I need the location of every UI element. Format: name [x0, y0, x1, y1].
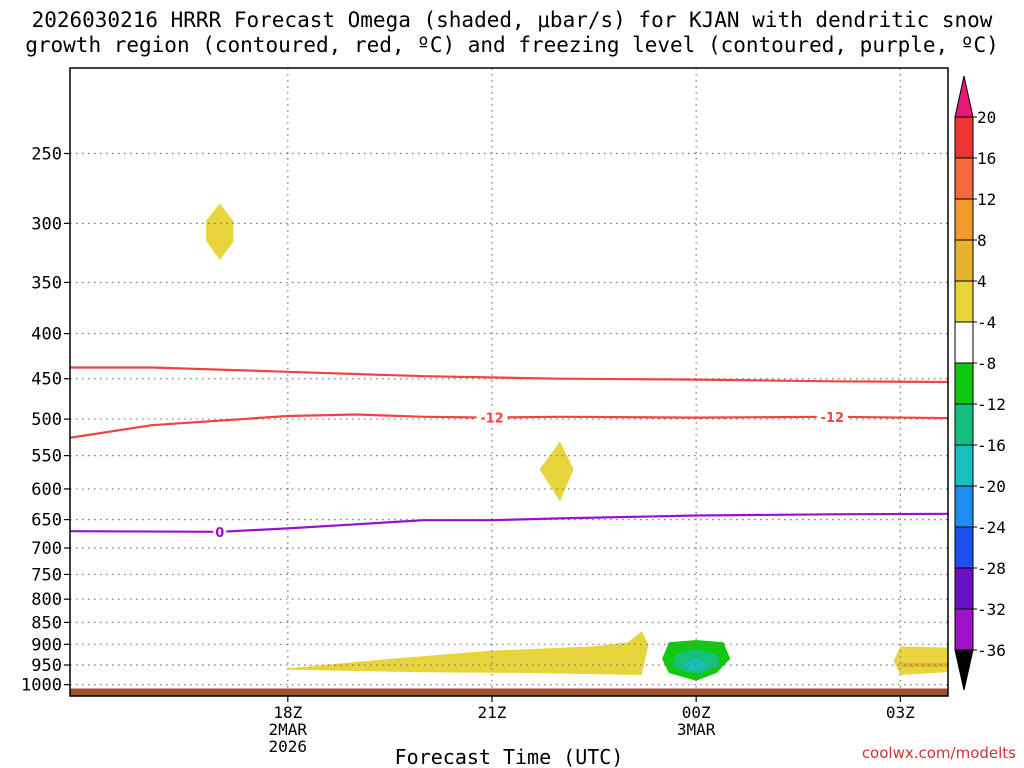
- colorbar-swatch-10: [954, 526, 974, 569]
- colorbar-swatch-2: [954, 198, 974, 241]
- freezing-level-0-line: [70, 512, 948, 533]
- omega-plus-8-low-right: [900, 663, 948, 667]
- site-credit: coolwx.com/modelts: [861, 744, 1016, 762]
- colorbar-label-5: -4: [977, 313, 996, 332]
- y-tick-label-250: 250: [31, 144, 62, 164]
- colorbar-label-0: 20: [977, 108, 996, 127]
- colorbar-swatch-7: [954, 403, 974, 446]
- colorbar-swatch-1: [954, 157, 974, 200]
- omega-plus-4-mid-left: [539, 441, 574, 502]
- plot-frame: [69, 67, 949, 697]
- omega-plus-4-upper-left: [206, 203, 234, 260]
- colorbar-top-arrow: [954, 75, 974, 118]
- y-tick-label-400: 400: [31, 325, 62, 345]
- colorbar-swatch-3: [954, 239, 974, 282]
- dgz-minus-12-label-bg-1: [816, 409, 848, 424]
- x-tick-label-6-1: 3MAR: [677, 720, 716, 739]
- y-tick-label-650: 650: [31, 511, 62, 531]
- y-tick-label-300: 300: [31, 214, 62, 234]
- dgz-minus-12-label-0: -12: [480, 412, 504, 427]
- dgz-minus-12-line: [70, 413, 948, 439]
- colorbar-label-9: -20: [977, 477, 1006, 496]
- colorbar-bottom-arrow: [954, 649, 974, 691]
- y-tick-label-700: 700: [31, 539, 62, 559]
- colorbar-swatch-0: [954, 116, 974, 159]
- y-tick-label-950: 950: [31, 656, 62, 676]
- dgz-minus-18-line: [70, 366, 948, 384]
- x-tick-label-0-2: 2026: [269, 737, 308, 756]
- colorbar-label-4: 4: [977, 272, 987, 291]
- chart-title-line-1: 2026030216 HRRR Forecast Omega (shaded, …: [31, 8, 993, 32]
- plot-area: -18-12-12-1200: [70, 68, 948, 696]
- y-tick-label-900: 900: [31, 635, 62, 655]
- colorbar-label-3: 8: [977, 231, 987, 250]
- colorbar-swatch-5: [954, 321, 974, 364]
- colorbar-swatch-4: [954, 280, 974, 323]
- freezing-level-0-label-bg-0: [213, 524, 227, 539]
- dgz-minus-12-label-bg-0: [476, 410, 508, 425]
- colorbar-label-8: -16: [977, 436, 1006, 455]
- omega-plus-4-low-level-band: [287, 631, 649, 675]
- colorbar-swatch-11: [954, 567, 974, 610]
- colorbar-label-1: 16: [977, 149, 996, 168]
- x-tick-label-0-1: 2MAR: [269, 720, 308, 739]
- omega-plus-4-low-right: [893, 646, 948, 675]
- chart-title-line-2: growth region (contoured, red, ºC) and f…: [25, 33, 999, 57]
- y-tick-label-350: 350: [31, 273, 62, 293]
- x-tick-label-6-0: 00Z: [682, 703, 711, 722]
- y-tick-label-800: 800: [31, 590, 62, 610]
- colorbar-label-2: 12: [977, 190, 996, 209]
- colorbar-label-11: -28: [977, 559, 1006, 578]
- colorbar-swatch-12: [954, 608, 974, 651]
- colorbar-swatch-8: [954, 444, 974, 487]
- ground-surface: [70, 688, 948, 696]
- y-tick-label-500: 500: [31, 410, 62, 430]
- y-tick-label-600: 600: [31, 480, 62, 500]
- x-axis-title: Forecast Time (UTC): [395, 745, 624, 768]
- freezing-level-0-label-0: 0: [215, 526, 224, 541]
- y-tick-label-550: 550: [31, 447, 62, 467]
- colorbar-swatch-9: [954, 485, 974, 528]
- omega-minus-12-low: [682, 658, 710, 671]
- colorbar-swatch-6: [954, 362, 974, 405]
- y-tick-label-1000: 1000: [21, 676, 62, 696]
- y-tick-label-850: 850: [31, 613, 62, 633]
- x-tick-label-0-0: 18Z: [273, 703, 302, 722]
- x-tick-label-3-0: 21Z: [478, 703, 507, 722]
- y-tick-label-450: 450: [31, 370, 62, 390]
- colorbar-label-6: -8: [977, 354, 996, 373]
- colorbar-label-12: -32: [977, 600, 1006, 619]
- colorbar-label-10: -24: [977, 518, 1006, 537]
- x-tick-label-9-0: 03Z: [886, 703, 915, 722]
- colorbar-label-7: -12: [977, 395, 1006, 414]
- colorbar-label-13: -36: [977, 641, 1006, 660]
- dgz-minus-12-label-1: -12: [821, 411, 845, 426]
- y-tick-label-750: 750: [31, 565, 62, 585]
